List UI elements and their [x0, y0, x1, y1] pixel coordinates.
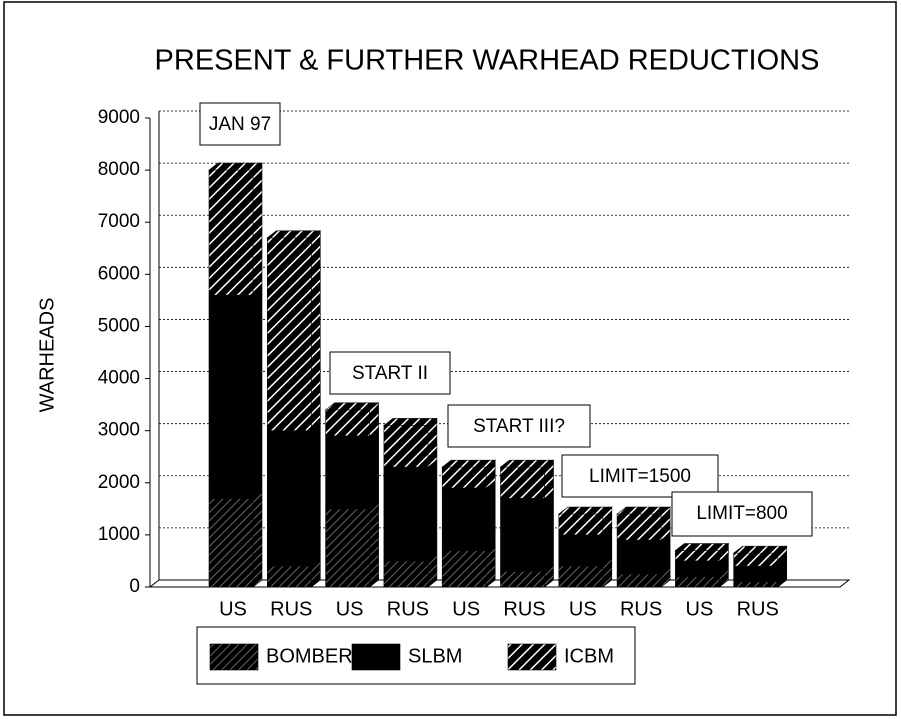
bar-segment [208, 169, 254, 296]
annotation: START III? [473, 416, 565, 437]
bar-top [674, 543, 730, 551]
bar-top [208, 162, 263, 171]
bar-segment [733, 552, 779, 567]
annotations: JAN 97 START II START III? LIMIT=1500 LI… [199, 102, 813, 537]
bar-side [544, 490, 554, 572]
bar-segment [383, 466, 429, 562]
bar-segment [208, 498, 254, 588]
bar-segment [441, 550, 487, 588]
bar-segment [441, 466, 487, 489]
annotation-box [329, 351, 451, 395]
bar-segment [675, 560, 720, 577]
y-tick-label: 9000 [98, 107, 140, 128]
legend [196, 626, 636, 685]
bar-segment [325, 508, 370, 588]
x-tick-label: RUS [503, 598, 545, 620]
bar-segment [325, 435, 370, 510]
bar-side [427, 417, 438, 468]
bar-segment [266, 565, 312, 588]
bar-segment [733, 565, 779, 583]
legend-label: ICBM [564, 645, 614, 667]
y-tick-label: 6000 [98, 263, 140, 284]
bar-side [369, 428, 379, 510]
y-tick-label: 0 [129, 576, 140, 597]
bar-segment [325, 409, 370, 437]
bar-side [311, 230, 321, 432]
y-tick-label: 1000 [98, 524, 140, 545]
bar-segment [441, 487, 487, 551]
x-tick-label: US [336, 598, 364, 620]
bar-segment [208, 294, 254, 499]
bar-side [311, 423, 321, 567]
bar-top [324, 402, 380, 411]
bar-segment [616, 513, 662, 541]
y-tick-label: 8000 [98, 159, 140, 180]
y-tick-label: 7000 [98, 211, 140, 232]
annotation-box [199, 102, 281, 146]
y-tick-label: 3000 [98, 420, 140, 441]
x-tick-label: US [219, 598, 247, 620]
legend-label: SLBM [408, 645, 462, 667]
bar-segment [383, 560, 429, 588]
chart-title: PRESENT & FURTHER WARHEAD REDUCTIONS [155, 45, 820, 77]
bar-segment [383, 425, 429, 468]
bar-side [252, 287, 263, 500]
bar-segment [616, 573, 662, 588]
bar-side [485, 542, 496, 588]
bar-side [427, 459, 438, 562]
bar-side [485, 480, 496, 552]
annotation: JAN 97 [209, 114, 271, 135]
bar-segment [558, 513, 604, 536]
bar-top [499, 459, 555, 468]
legend-swatch [351, 643, 401, 671]
legend-items: BOMBER SLBM ICBM [209, 643, 614, 671]
x-tick-label: US [569, 598, 597, 620]
bar-top [441, 459, 497, 468]
annotation-box [671, 491, 813, 537]
bar-segment [500, 466, 545, 499]
bar-top [732, 545, 788, 554]
bar-segment [500, 571, 545, 588]
x-tick-label: RUS [387, 598, 429, 620]
y-axis-label: WARHEADS [36, 298, 58, 413]
y-tick-label: 5000 [98, 315, 140, 336]
x-tick-label: US [452, 598, 480, 620]
legend-swatch [209, 643, 259, 671]
bar-segment [558, 534, 604, 567]
floor [148, 579, 851, 588]
bar-segment [675, 550, 720, 562]
legend-label: BOMBER [266, 645, 353, 667]
annotation: LIMIT=1500 [589, 466, 691, 487]
x-tick-label: US [686, 598, 714, 620]
x-tick-label: RUS [620, 598, 662, 620]
bar-segment [616, 539, 662, 575]
bar-top [616, 506, 671, 515]
annotation-box [561, 454, 719, 498]
bar-top [383, 418, 438, 426]
bar-top [266, 230, 322, 239]
bar-side [369, 501, 379, 588]
bar-segment [500, 498, 545, 572]
x-tick-label: RUS [270, 598, 312, 620]
bar-side [252, 162, 263, 296]
annotation: START II [352, 363, 428, 384]
bar-top [557, 506, 613, 515]
plot: 0 1000 2000 3000 4000 5000 6000 7000 8000 9000 US R… [98, 107, 851, 620]
bar-segment [266, 237, 312, 431]
x-tick-label: RUS [737, 598, 779, 620]
bar-segment [266, 430, 312, 567]
legend-swatch [507, 643, 557, 671]
bar-side [252, 490, 263, 588]
y-tick-label: 4000 [98, 368, 140, 389]
bar-segment [558, 565, 604, 588]
annotation-box [447, 404, 591, 448]
bar-segment [675, 576, 720, 588]
annotation: LIMIT=800 [696, 503, 787, 524]
y-tick-label: 2000 [98, 472, 140, 493]
bar-segment [733, 581, 779, 588]
